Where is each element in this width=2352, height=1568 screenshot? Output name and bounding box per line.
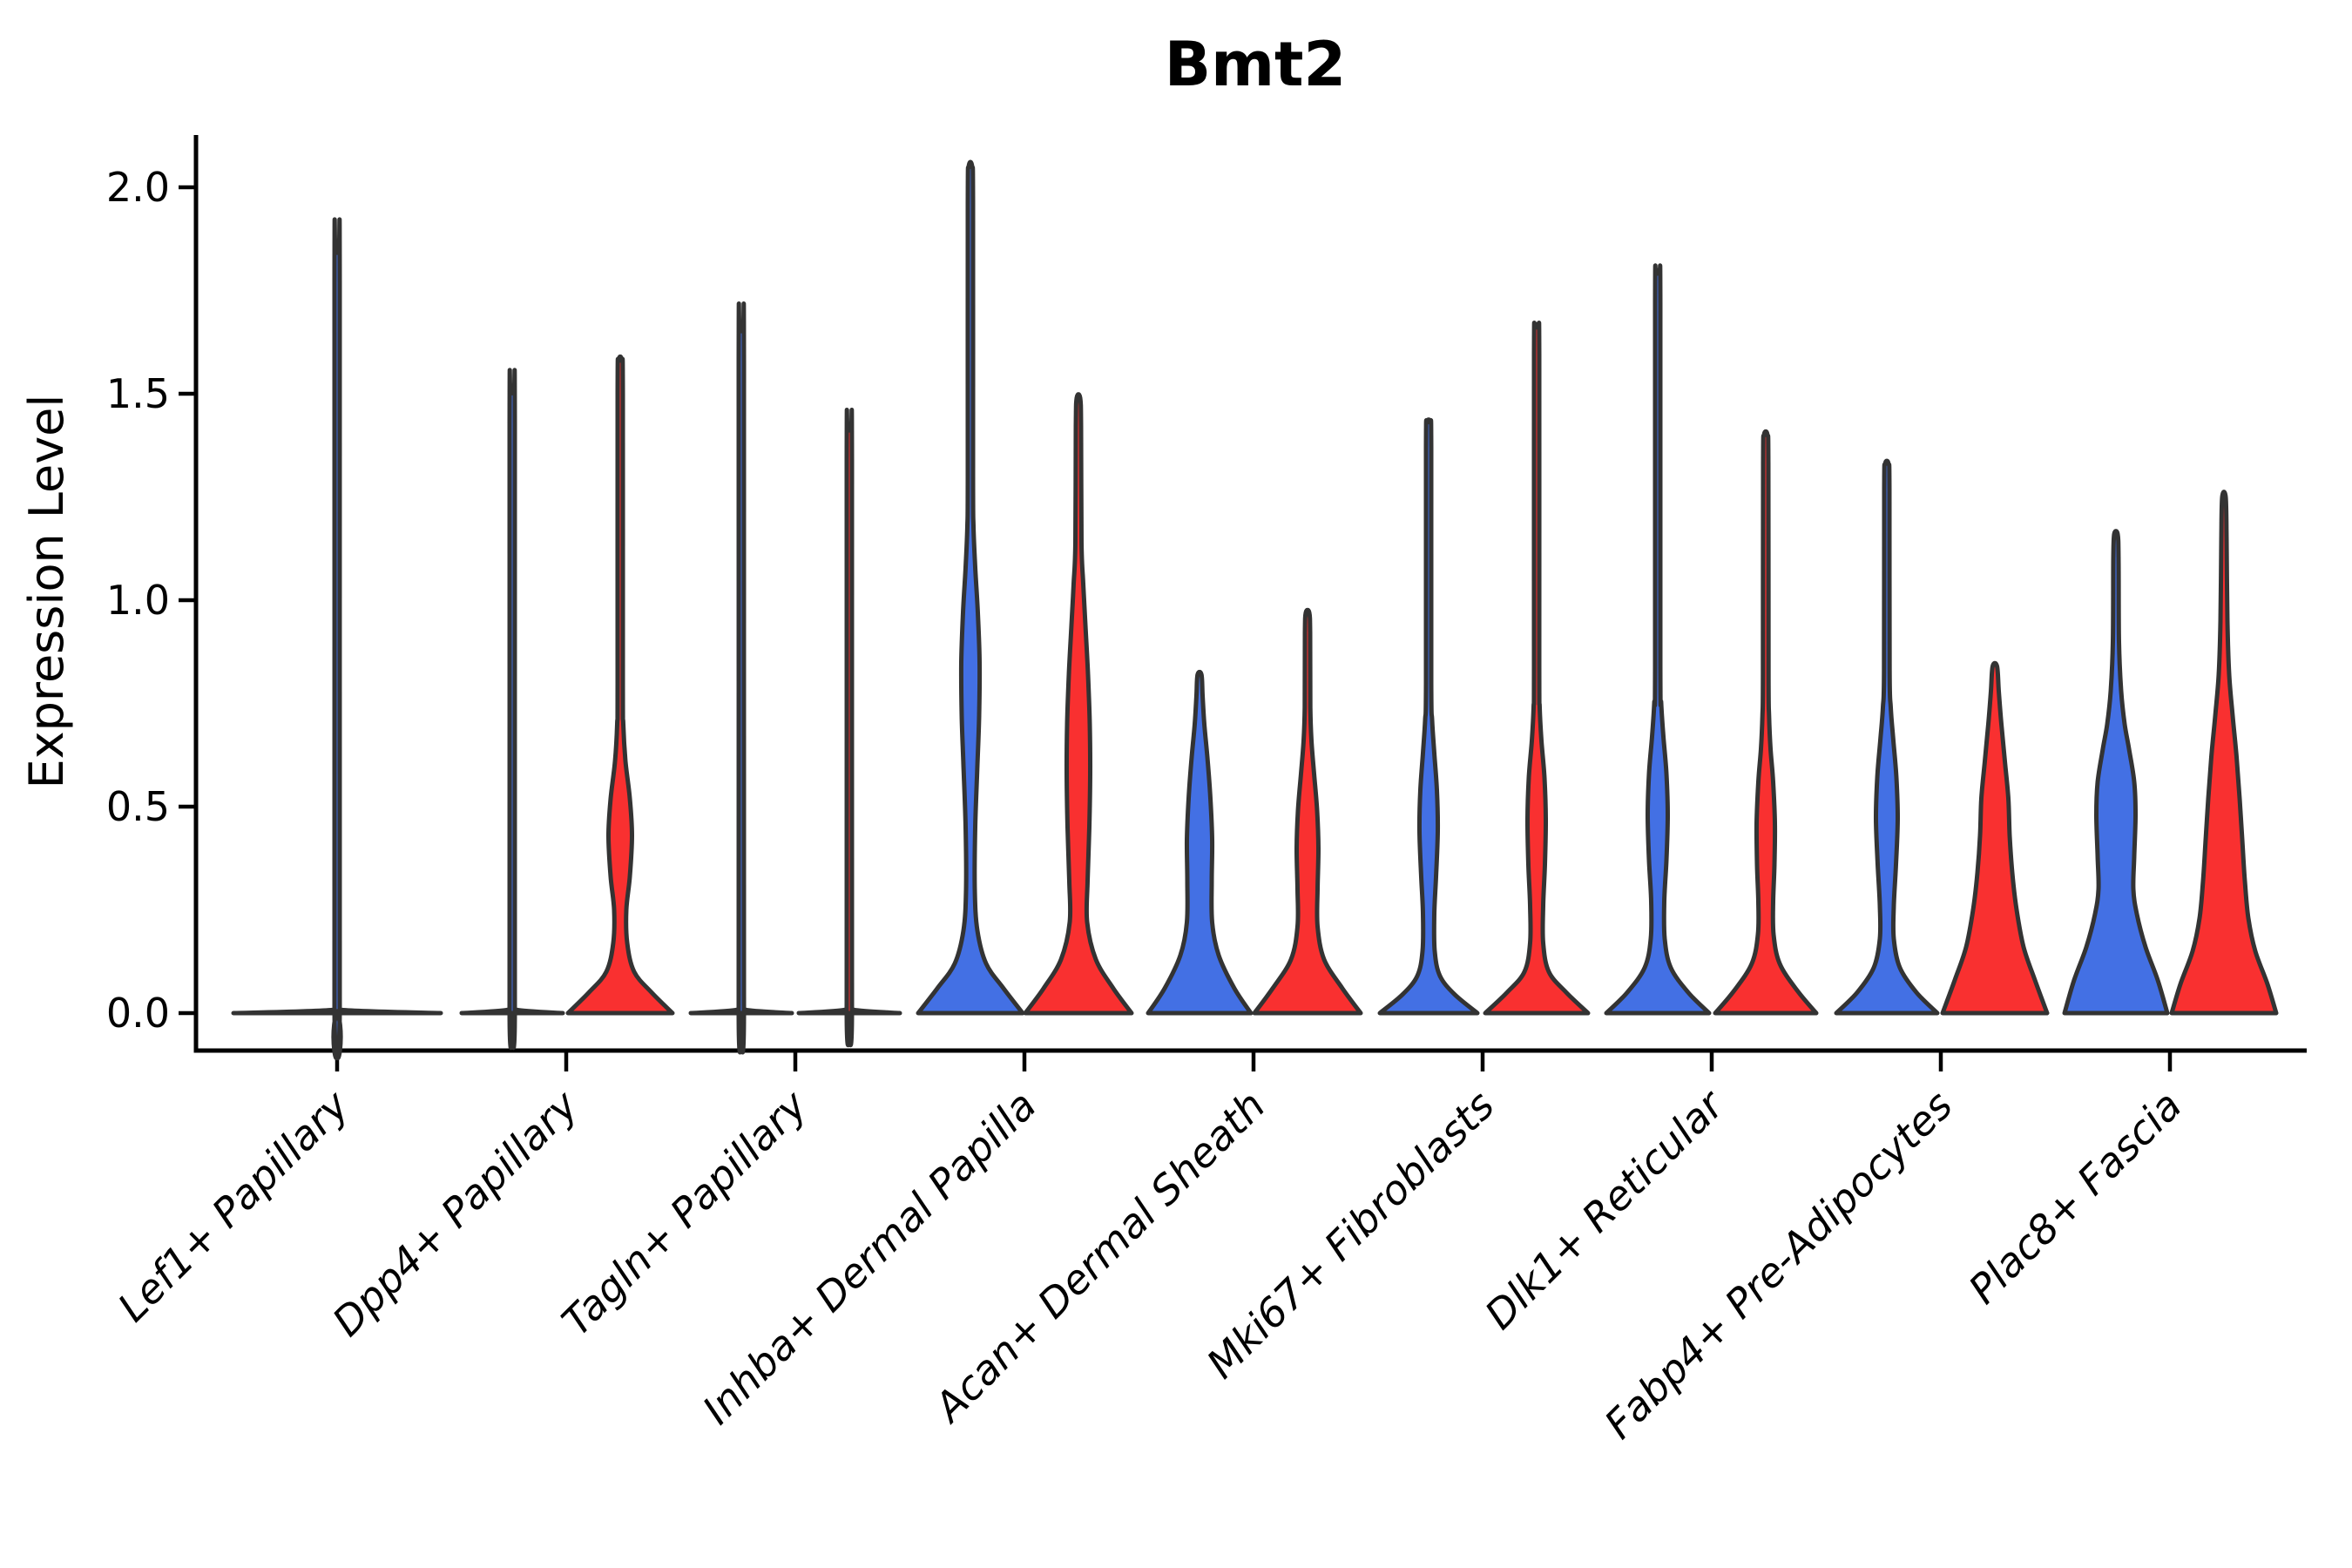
violin-red [2169,490,2279,1016]
y-tick-label: 1.5 [106,370,170,417]
violin-blue [916,159,1025,1016]
violin-red [1023,392,1134,1016]
violin-blue [1834,458,1940,1016]
violin-red [796,407,902,1048]
chart-title: Bmt2 [1165,29,1346,100]
violins [231,159,2279,1061]
violin-red [1940,660,2050,1016]
y-tick-label: 1.0 [106,577,170,624]
violin-blue [459,368,565,1051]
violin-red [1713,429,1819,1016]
x-tick-label: Tagln+ Papillary [552,1081,816,1345]
violin-red [1483,321,1591,1016]
violin-red [565,354,675,1016]
x-tick-label: Lef1+ Papillary [109,1081,358,1330]
violin-blue [2062,529,2170,1016]
y-tick-label: 2.0 [106,164,170,211]
x-tick-label: Plac8+ Fascia [1959,1082,2190,1313]
axes [179,135,2307,1071]
y-tick-label: 0.0 [106,990,170,1037]
violin-blue [231,217,443,1061]
y-tick-label: 0.5 [106,783,170,830]
violin-blue [688,301,794,1055]
violin-blue [1604,263,1712,1016]
violin-red [1252,607,1363,1016]
x-tick-label: Dlk1+ Reticular [1476,1079,1734,1338]
violin-blue [1146,669,1254,1016]
x-tick-label: Dpp4+ Papillary [323,1081,587,1345]
y-axis-label: Expression Level [19,395,74,789]
violin-blue [1377,417,1480,1016]
